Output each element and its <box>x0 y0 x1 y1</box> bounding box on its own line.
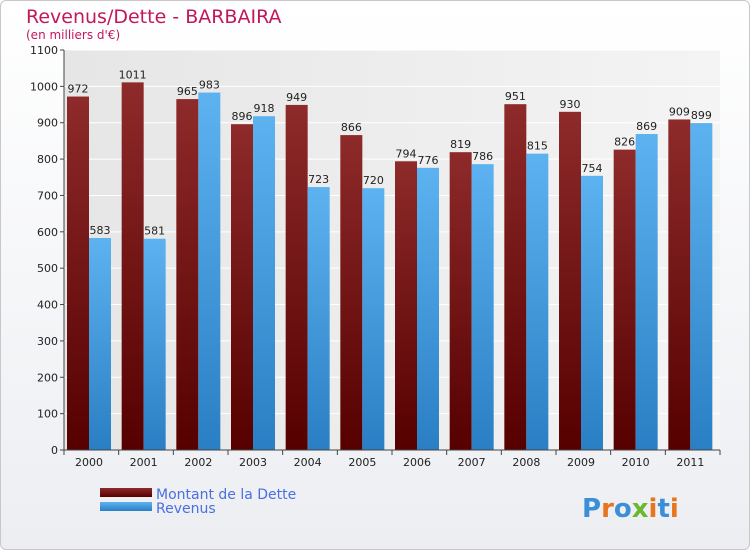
bar-revenus <box>526 153 549 451</box>
legend-label-revenus: Revenus <box>156 501 216 517</box>
bar-revenus <box>471 164 494 450</box>
data-label: 972 <box>68 83 89 96</box>
bar-revenus <box>253 116 275 450</box>
x-tick-label: 2003 <box>239 456 267 469</box>
y-tick-label: 700 <box>37 189 58 202</box>
data-label: 866 <box>341 121 362 134</box>
y-tick-label: 500 <box>37 262 58 275</box>
data-label: 909 <box>669 105 690 118</box>
y-tick-label: 600 <box>37 226 58 239</box>
y-tick-label: 100 <box>37 408 58 421</box>
x-tick-label: 2009 <box>567 456 595 469</box>
bar-revenus <box>690 123 713 450</box>
data-label: 965 <box>177 85 198 98</box>
data-label: 899 <box>691 109 712 122</box>
bar-revenus <box>198 92 221 450</box>
x-tick-label: 2011 <box>676 456 704 469</box>
bar-dette <box>176 99 199 450</box>
data-label: 583 <box>90 224 111 237</box>
y-tick-label: 300 <box>37 335 58 348</box>
x-tick-label: 2008 <box>512 456 540 469</box>
data-label: 826 <box>614 136 635 149</box>
x-tick-label: 2004 <box>294 456 322 469</box>
data-label: 869 <box>636 120 657 133</box>
y-tick-label: 900 <box>37 117 58 130</box>
data-label: 819 <box>450 138 471 151</box>
y-tick-label: 200 <box>37 371 58 384</box>
data-label: 720 <box>363 174 384 187</box>
y-tick-label: 1100 <box>30 44 58 57</box>
y-tick-label: 800 <box>37 153 58 166</box>
data-label: 723 <box>308 173 329 186</box>
bar-dette <box>559 111 581 451</box>
y-tick-label: 400 <box>37 299 58 312</box>
bar-dette <box>67 96 89 450</box>
data-label: 930 <box>560 98 581 111</box>
x-tick-label: 2000 <box>75 456 103 469</box>
data-label: 983 <box>199 79 220 92</box>
data-label: 896 <box>232 110 253 123</box>
bar-revenus <box>581 175 603 450</box>
data-label: 918 <box>254 102 275 115</box>
bar-revenus <box>307 187 330 450</box>
data-label: 786 <box>472 150 493 163</box>
data-label: 815 <box>527 140 548 153</box>
bar-revenus <box>362 188 385 450</box>
legend-swatch-debt <box>100 488 152 497</box>
chart-subtitle: (en milliers d'€) <box>26 28 120 42</box>
bar-dette <box>504 104 527 450</box>
bars <box>67 82 713 451</box>
x-tick-label: 2007 <box>458 456 486 469</box>
bar-dette <box>613 149 636 451</box>
legend-swatch-revenus <box>100 502 152 511</box>
x-tick-label: 2002 <box>184 456 212 469</box>
bar-dette <box>121 82 144 450</box>
data-label: 1011 <box>119 68 147 81</box>
data-label: 776 <box>418 154 439 167</box>
bar-dette <box>340 135 363 450</box>
bar-dette <box>449 152 472 450</box>
bar-revenus <box>89 238 111 450</box>
x-axis-ticks: 2000 2001 2002 2003 2004 2005 2006 2007 2008 2009… <box>63 450 721 469</box>
y-tick-label: 0 <box>51 444 58 457</box>
x-tick-label: 2010 <box>622 456 650 469</box>
x-tick-label: 2006 <box>403 456 431 469</box>
data-label: 949 <box>286 91 307 104</box>
bar-revenus <box>417 167 439 450</box>
bar-dette <box>668 119 691 451</box>
proxiti-logo: Proxiti <box>582 494 679 524</box>
data-label: 754 <box>582 162 603 175</box>
chart-title: Revenus/Dette - BARBAIRA <box>26 6 282 28</box>
bar-revenus <box>143 238 166 450</box>
bar-dette <box>395 161 417 451</box>
x-tick-label: 2005 <box>348 456 376 469</box>
gridlines <box>64 49 720 415</box>
bar-revenus <box>635 134 658 450</box>
data-label: 581 <box>144 225 165 238</box>
legend: Montant de la Dette Revenus <box>100 487 296 517</box>
data-label: 794 <box>396 147 417 160</box>
legend-label-debt: Montant de la Dette <box>156 487 296 503</box>
bar-dette <box>231 124 253 450</box>
y-axis-ticks: 0 100 200 300 400 500 600 700 800 900 1000 1100 <box>30 44 64 457</box>
data-label: 951 <box>505 90 526 103</box>
y-tick-label: 1000 <box>30 80 58 93</box>
x-tick-label: 2001 <box>130 456 158 469</box>
bar-dette <box>285 104 308 450</box>
plot-area <box>64 50 720 450</box>
